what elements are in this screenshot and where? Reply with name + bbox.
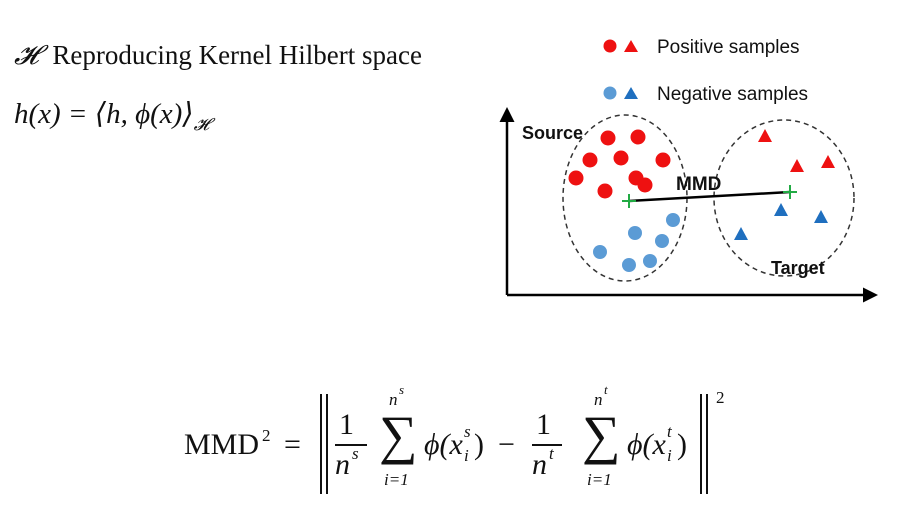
rkhs-symbol: 𝓗 — [14, 40, 39, 71]
mmd-eq-lhs: MMD — [184, 428, 260, 461]
kernel-equation: h(x) = ⟨h, ϕ(x)⟩𝓗 — [14, 96, 209, 135]
source-negative-point — [655, 234, 669, 248]
mmd-eq-outer-power: 2 — [716, 388, 725, 407]
sum-t-sigma: ∑ — [582, 405, 621, 465]
source-positive-point — [655, 152, 671, 168]
source-positive-point — [600, 130, 616, 146]
mmd-label: MMD — [676, 174, 721, 195]
target-positive-point — [790, 159, 804, 172]
source-negative-point — [643, 254, 657, 268]
kernel-eq-rhs: ⟨h, ϕ(x)⟩ — [94, 98, 194, 130]
legend-negative-circle — [603, 86, 617, 100]
source-negative-point — [666, 213, 680, 227]
target-negative-samples — [734, 203, 828, 240]
target-label: Target — [771, 258, 825, 278]
frac-t-denominator: n — [532, 448, 547, 481]
source-positive-point — [597, 183, 613, 199]
phi-s-sub: i — [464, 446, 469, 465]
legend-negative-label: Negative samples — [657, 84, 808, 105]
sum-t-lower: i=1 — [587, 470, 612, 489]
norm-left-bar-1 — [320, 394, 322, 494]
target-negative-point — [734, 227, 748, 240]
rkhs-definition: 𝓗 Reproducing Kernel Hilbert space — [14, 40, 422, 72]
legend-positive-circle — [603, 39, 617, 53]
norm-right-bar-2 — [706, 394, 708, 494]
legend-positive-label: Positive samples — [657, 37, 800, 58]
frac-t-numerator: 1 — [536, 408, 551, 441]
source-positive-point — [568, 170, 584, 186]
mmd-eq-lhs-power: 2 — [262, 426, 271, 445]
legend-positive-triangle — [624, 40, 638, 52]
kernel-eq-subscript: 𝓗 — [193, 114, 209, 134]
norm-right-bar-1 — [700, 394, 702, 494]
sum-s-sigma: ∑ — [379, 405, 418, 465]
frac-s-bar — [335, 444, 367, 446]
frac-t-denominator-sup: t — [549, 444, 554, 463]
frac-t-bar — [532, 444, 562, 446]
sum-t-upper: n — [594, 390, 603, 409]
mmd-diagram: Positive samples Negative samples Source… — [499, 37, 878, 303]
mmd-distance-line — [628, 190, 791, 203]
phi-t-term: ϕ(x — [627, 428, 666, 461]
target-mean-marker — [783, 185, 797, 199]
source-mean-marker — [622, 194, 636, 208]
target-positive-samples — [758, 129, 835, 172]
source-negative-point — [628, 226, 642, 240]
sum-t-upper-sup: t — [604, 382, 608, 397]
source-negative-samples — [593, 213, 680, 272]
frac-s-numerator: 1 — [339, 408, 354, 441]
source-positive-point — [630, 129, 646, 145]
norm-left-bar-2 — [326, 394, 328, 494]
source-positive-point — [613, 150, 629, 166]
phi-t-close: ) — [677, 428, 687, 461]
mmd-eq-equals: = — [284, 428, 301, 461]
target-negative-point — [774, 203, 788, 216]
phi-t-sup: t — [667, 422, 672, 441]
sum-s-upper: n — [389, 390, 398, 409]
source-label: Source — [522, 123, 583, 143]
phi-s-term: ϕ(x — [424, 428, 463, 461]
frac-s-denominator: n — [335, 448, 350, 481]
source-positive-samples — [568, 129, 671, 199]
frac-s-denominator-sup: s — [352, 444, 359, 463]
phi-s-close: ) — [474, 428, 484, 461]
rkhs-label: Reproducing Kernel Hilbert space — [52, 40, 422, 70]
kernel-eq-lhs: h(x) = — [14, 98, 95, 130]
source-positive-point — [582, 152, 598, 168]
phi-s-sup: s — [464, 422, 471, 441]
mmd-eq-minus: − — [498, 428, 515, 461]
phi-t-sub: i — [667, 446, 672, 465]
source-negative-point — [622, 258, 636, 272]
target-domain-ellipse — [713, 119, 855, 277]
sum-s-lower: i=1 — [384, 470, 409, 489]
target-positive-point — [821, 155, 835, 168]
mmd-equation: MMD 2 = 1 n s n s ∑ i=1 ϕ(x s i ) − 1 n … — [184, 382, 744, 498]
source-negative-point — [593, 245, 607, 259]
sum-s-upper-sup: s — [399, 382, 405, 397]
source-positive-point — [637, 177, 653, 193]
target-negative-point — [814, 210, 828, 223]
target-positive-point — [758, 129, 772, 142]
legend-negative-triangle — [624, 87, 638, 99]
